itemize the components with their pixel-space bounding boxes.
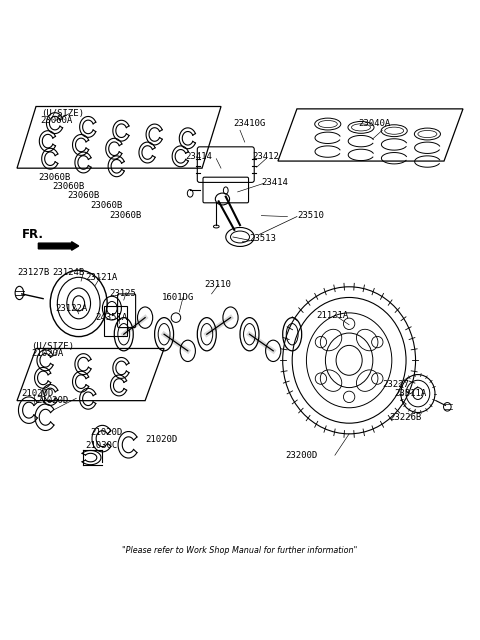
Text: 23060A: 23060A <box>41 116 73 125</box>
Text: 21030C: 21030C <box>86 441 118 450</box>
Text: 23226B: 23226B <box>389 413 422 422</box>
Text: 23060B: 23060B <box>91 201 123 210</box>
Text: 23060B: 23060B <box>38 173 71 182</box>
Text: (U/SIZE): (U/SIZE) <box>31 342 74 351</box>
Text: 1601DG: 1601DG <box>162 292 194 301</box>
Text: 21121A: 21121A <box>316 311 348 320</box>
Text: 21020D: 21020D <box>22 389 54 398</box>
Text: 23414: 23414 <box>261 178 288 187</box>
Text: 21020D: 21020D <box>145 435 178 444</box>
Text: 21020A: 21020A <box>31 349 63 358</box>
Text: 23124B: 23124B <box>53 268 85 277</box>
Text: 23125: 23125 <box>109 289 136 298</box>
Text: 23110: 23110 <box>204 280 231 289</box>
FancyArrow shape <box>38 242 79 250</box>
Text: 23410G: 23410G <box>233 118 265 127</box>
Text: "Please refer to Work Shop Manual for further information": "Please refer to Work Shop Manual for fu… <box>122 546 358 555</box>
Text: 23510: 23510 <box>297 211 324 220</box>
Text: 23200D: 23200D <box>285 451 317 460</box>
Text: 23121A: 23121A <box>86 273 118 282</box>
Text: 23513: 23513 <box>250 234 276 243</box>
Text: 23311A: 23311A <box>394 389 426 398</box>
Text: 23412: 23412 <box>252 152 279 161</box>
Text: 23060B: 23060B <box>109 211 142 220</box>
Text: 23122A: 23122A <box>55 303 87 312</box>
Text: 24351A: 24351A <box>96 313 128 322</box>
Text: 23414: 23414 <box>185 152 212 161</box>
Text: FR.: FR. <box>22 228 44 241</box>
Text: 23060B: 23060B <box>67 191 99 200</box>
Text: (U/SIZE): (U/SIZE) <box>41 109 84 118</box>
Text: 21020D: 21020D <box>36 396 68 405</box>
Text: 23060B: 23060B <box>53 182 85 191</box>
Text: 23040A: 23040A <box>359 118 391 127</box>
Text: 23227: 23227 <box>383 380 409 388</box>
Text: 23127B: 23127B <box>17 268 49 277</box>
Text: 21020D: 21020D <box>91 428 123 437</box>
